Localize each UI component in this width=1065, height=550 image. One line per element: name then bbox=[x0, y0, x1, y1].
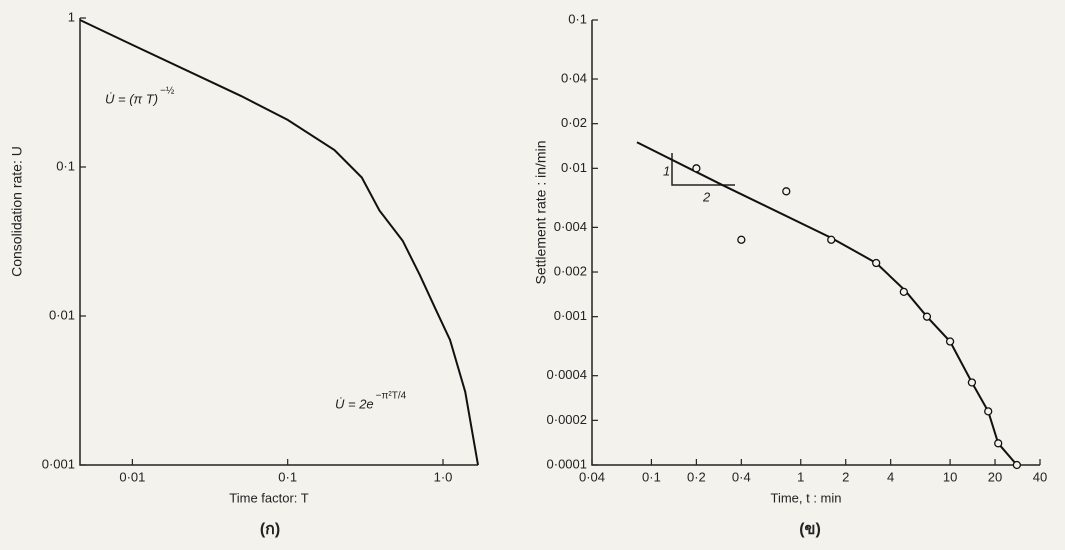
data-point bbox=[899, 287, 908, 296]
y-tick-label: 0·04 bbox=[561, 70, 587, 85]
y-tick-label: 1 bbox=[68, 9, 75, 24]
x-tick-label: 0·1 bbox=[642, 469, 661, 484]
annotation-superscript: −½ bbox=[160, 86, 175, 97]
data-point bbox=[984, 407, 993, 416]
y-tick-label: 0·001 bbox=[42, 456, 75, 471]
x-axis-label: Time, t : min bbox=[770, 490, 841, 505]
caption: (ข) bbox=[799, 521, 821, 538]
annotation: 2 bbox=[702, 189, 711, 204]
axis bbox=[79, 18, 478, 466]
caption: (ก) bbox=[260, 521, 280, 538]
x-tick-label: 10 bbox=[943, 469, 957, 484]
annotation: 1 bbox=[663, 163, 670, 178]
x-tick-label: 20 bbox=[988, 469, 1002, 484]
x-tick-label: 1·0 bbox=[434, 469, 453, 484]
data-point bbox=[945, 337, 955, 346]
annotation: U̇ = 2e bbox=[335, 396, 374, 411]
y-tick-label: 0·0002 bbox=[547, 412, 587, 427]
y-tick-label: 0·02 bbox=[561, 115, 587, 130]
y-tick-label: 0·001 bbox=[554, 308, 587, 323]
x-tick-label: 0·2 bbox=[687, 469, 706, 484]
data-point bbox=[782, 187, 791, 196]
slope-triangle bbox=[671, 153, 735, 186]
x-tick-label: 40 bbox=[1033, 469, 1047, 484]
annotation: U̇ = (π T) bbox=[105, 91, 158, 106]
y-tick-label: 0·0001 bbox=[547, 456, 587, 471]
data-point bbox=[737, 235, 746, 244]
x-tick-label: 0·4 bbox=[732, 469, 751, 484]
data-point bbox=[872, 258, 881, 268]
axis bbox=[591, 20, 1040, 466]
x-tick-label: 1 bbox=[797, 469, 804, 484]
data-point bbox=[994, 439, 1003, 448]
y-axis-label: Settlement rate : in/min bbox=[533, 141, 549, 285]
data-point bbox=[1012, 460, 1022, 470]
y-tick-label: 0·004 bbox=[554, 219, 587, 234]
y-tick-label: 0·002 bbox=[554, 263, 587, 278]
data-line bbox=[636, 141, 1018, 466]
y-tick-label: 0·1 bbox=[568, 11, 587, 26]
data-point bbox=[922, 312, 932, 321]
y-tick-label: 0·0004 bbox=[547, 367, 587, 382]
x-tick-label: 0·1 bbox=[278, 469, 297, 484]
x-tick-label: 4 bbox=[887, 469, 894, 484]
x-tick-label: 0·04 bbox=[579, 469, 605, 484]
y-tick-label: 0·1 bbox=[56, 158, 75, 173]
y-tick-label: 0·01 bbox=[561, 160, 587, 175]
y-tick-label: 0·01 bbox=[49, 307, 75, 322]
x-tick-label: 0·01 bbox=[119, 469, 145, 484]
annotation-superscript: −π²T/4 bbox=[376, 391, 407, 402]
x-tick-label: 2 bbox=[842, 469, 849, 484]
x-axis-label: Time factor: T bbox=[229, 490, 309, 505]
data-point bbox=[692, 164, 701, 173]
data-point bbox=[827, 235, 836, 244]
data-line bbox=[79, 19, 479, 466]
y-axis-label: Consolidation rate: U bbox=[9, 146, 25, 277]
data-point bbox=[967, 378, 977, 387]
